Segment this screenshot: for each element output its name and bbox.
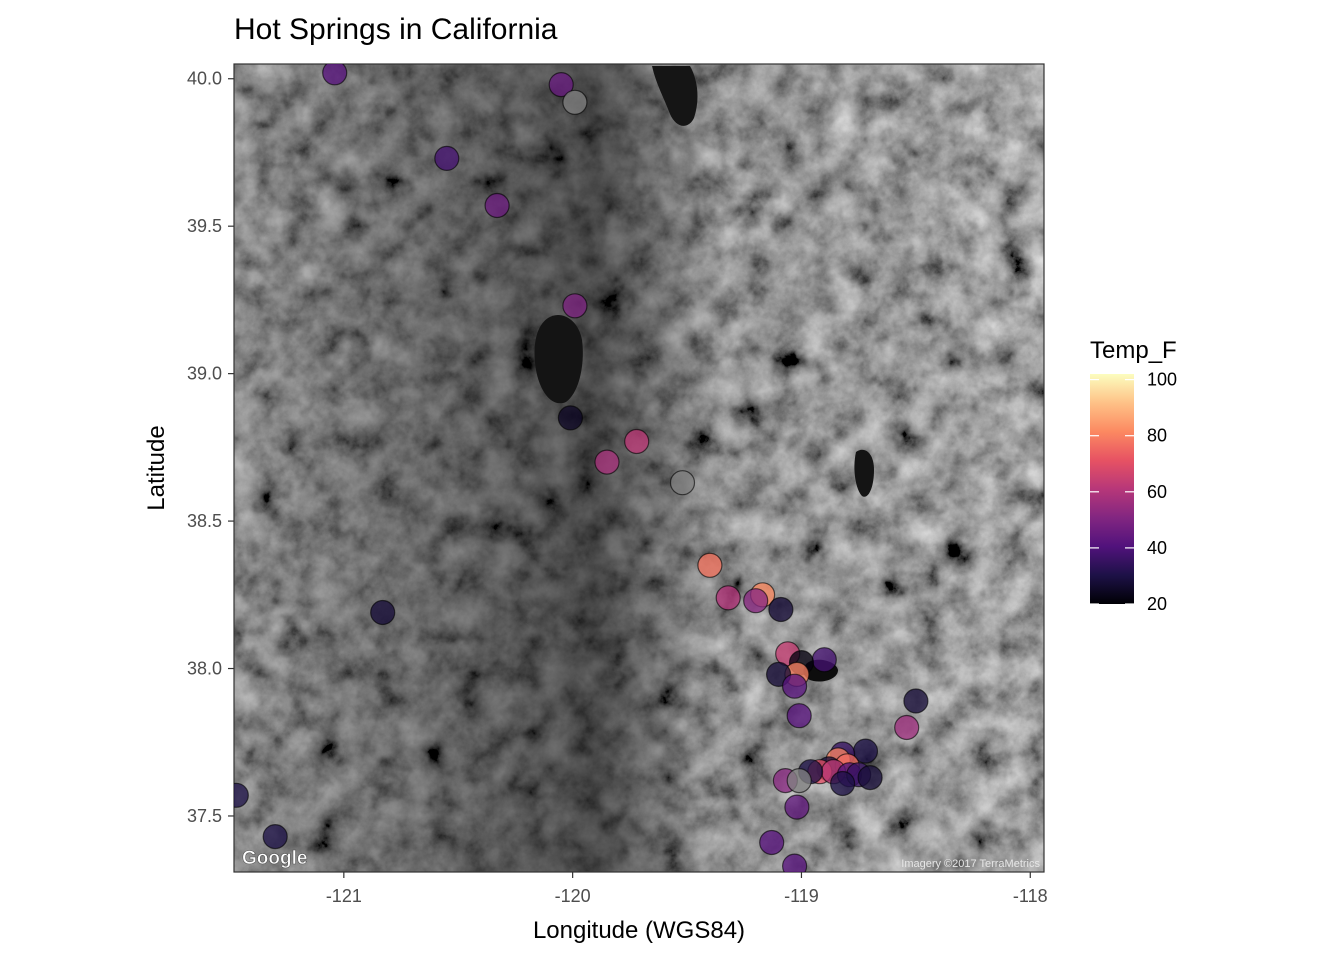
y-tick-label: 38.5 — [187, 511, 222, 531]
hot-spring-point — [759, 829, 785, 856]
hot-spring-point — [557, 405, 584, 431]
x-tick-label: -118 — [1013, 886, 1048, 906]
hot-spring-point — [322, 64, 348, 86]
hot-spring-point — [894, 714, 920, 741]
map-panel: Google Imagery ©2017 TerraMetrics — [233, 63, 1045, 873]
hot-spring-point — [434, 145, 460, 171]
basemap-shading — [234, 64, 1044, 872]
pyramid-lake — [652, 66, 698, 126]
y-tick-label: 37.5 — [187, 806, 222, 826]
hot-spring-point — [562, 293, 588, 319]
hot-spring-point — [548, 71, 574, 98]
hot-spring-point — [370, 599, 396, 626]
hot-spring-point — [697, 552, 723, 578]
google-logo: Google — [242, 848, 307, 869]
color-legend: Temp_F 20 40 60 80 100 — [1090, 337, 1177, 614]
y-axis-title: Latitude — [143, 425, 170, 510]
y-axis: 37.5 38.0 38.5 39.0 39.5 40.0 — [187, 69, 234, 826]
chart-title: Hot Springs in California — [234, 13, 558, 46]
hot-spring-point — [262, 823, 288, 850]
hot-spring-point — [857, 764, 883, 791]
hot-spring-point — [781, 673, 808, 699]
hot-spring-point — [624, 428, 650, 455]
hot-spring-point — [829, 770, 856, 797]
hot-spring-point — [594, 449, 620, 475]
hot-spring-point — [784, 794, 810, 820]
x-axis-title: Longitude (WGS84) — [533, 917, 745, 944]
walker-lake — [854, 449, 874, 497]
y-tick-label: 39.0 — [187, 364, 222, 384]
hot-spring-point — [786, 767, 812, 794]
imagery-attribution: Imagery ©2017 TerraMetrics — [901, 858, 1040, 870]
x-tick-label: -119 — [784, 886, 819, 906]
hot-spring-point — [782, 853, 808, 872]
legend-tick-label: 60 — [1147, 482, 1167, 502]
hot-spring-point — [484, 192, 510, 219]
x-tick-label: -120 — [555, 886, 591, 906]
y-tick-label: 39.5 — [187, 216, 222, 236]
legend-tick-label: 100 — [1147, 370, 1177, 390]
y-tick-label: 40.0 — [187, 69, 222, 89]
legend-tick-label: 20 — [1147, 594, 1167, 614]
hot-spring-point — [768, 596, 794, 623]
legend-tick-label: 40 — [1147, 538, 1167, 558]
legend-title: Temp_F — [1090, 337, 1177, 364]
legend-tick-label: 80 — [1147, 426, 1167, 446]
hot-spring-point — [786, 703, 812, 729]
lake-tahoe — [534, 314, 583, 404]
hot-spring-point — [562, 89, 588, 115]
hot-spring-point — [669, 470, 696, 496]
panel-border — [233, 63, 1045, 873]
hot-spring-point — [903, 688, 929, 714]
legend-colorbar — [1090, 374, 1134, 604]
legend-ticks: 20 40 60 80 100 — [1090, 370, 1177, 614]
y-tick-label: 38.0 — [187, 659, 222, 679]
x-axis: -121 -120 -119 -118 — [326, 872, 1048, 906]
hot-spring-point — [743, 588, 769, 614]
hot-spring-point — [234, 782, 249, 808]
points-layer — [234, 64, 929, 872]
hot-spring-point — [715, 585, 741, 611]
x-tick-label: -121 — [326, 886, 362, 906]
hot-spring-point — [811, 647, 837, 673]
